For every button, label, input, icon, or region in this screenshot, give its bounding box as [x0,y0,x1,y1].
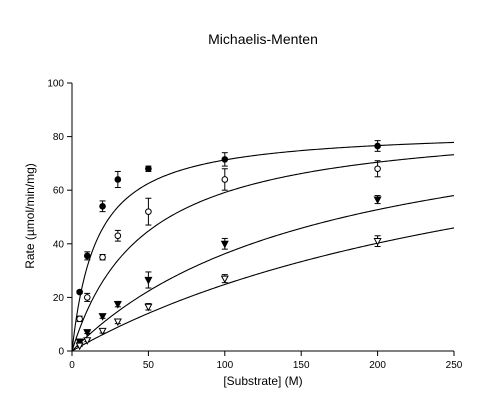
data-point [99,253,106,261]
x-tick-label: 250 [446,360,463,371]
marker-filled-triangle-down [220,240,229,249]
marker-open-triangle-down [144,303,153,312]
fit-curve-4 [71,227,455,352]
marker-open-triangle-down [83,337,92,345]
marker-filled-triangle-down [144,276,153,285]
data-point [373,195,382,205]
marker-filled-triangle-down [373,196,382,205]
marker-open-circle [374,165,381,173]
y-tick-label: 80 [53,132,65,143]
data-point [83,251,91,261]
data-point [113,300,122,309]
data-point [221,152,229,167]
data-point [144,271,153,289]
marker-filled-triangle-down [83,329,92,337]
data-point [83,292,91,302]
marker-open-triangle-down [98,327,107,336]
y-tick-label: 20 [53,293,65,304]
data-point [113,318,122,327]
marker-filled-circle [83,252,91,260]
marker-open-circle [221,176,229,183]
marker-open-triangle-down [113,318,122,327]
data-point [114,229,122,242]
x-axis-label: [Substrate] (M) [223,374,302,388]
marker-filled-circle [76,288,83,296]
data-point [83,329,92,337]
data-point [75,342,84,351]
data-point [114,170,122,189]
marker-filled-circle [221,156,229,163]
marker-filled-triangle-down [75,338,84,347]
marker-open-circle [145,208,152,215]
data-point [221,168,229,191]
marker-open-triangle-down [220,275,229,284]
fit-curve-3 [71,195,455,352]
x-tick-label: 150 [293,360,310,371]
marker-filled-circle [145,165,152,173]
x-tick-label: 50 [143,360,155,371]
data-point [76,288,83,296]
data-point [373,235,382,247]
data-point [220,237,229,250]
data-point [145,197,152,226]
data-point [98,327,107,336]
fit-curve-1 [71,141,455,352]
chart-ticks: 0 50 100 150 200 250 0 20 40 60 80 100 [47,79,462,372]
marker-open-triangle-down [75,342,84,351]
data-point [374,160,381,178]
x-tick-label: 200 [369,360,386,371]
y-tick-label: 0 [58,347,64,358]
data-point [76,315,83,323]
y-axis-label: Rate (µmol/min/mg) [23,163,37,269]
fit-curves [71,141,455,352]
fit-curve-2 [71,154,455,352]
data-point [220,274,229,284]
marker-open-triangle-down [373,238,382,246]
marker-filled-triangle-down [98,313,107,321]
chart-axes [71,83,454,352]
data-point [144,303,153,312]
x-tick-label: 0 [69,360,75,371]
data-point [99,200,106,213]
y-tick-label: 60 [53,186,65,197]
data-point [98,313,107,321]
data-point [374,140,381,152]
marker-open-circle [76,315,83,323]
data-point [145,165,152,173]
marker-filled-circle [99,202,106,210]
marker-filled-triangle-down [113,301,122,309]
data-point [75,338,84,347]
marker-open-circle [114,232,122,240]
chart-title: Michaelis-Menten [208,31,318,47]
y-tick-label: 40 [53,239,65,250]
x-tick-label: 100 [216,360,233,371]
marker-open-circle [83,294,91,301]
data-point [83,337,92,345]
data-points [75,140,382,351]
y-tick-label: 100 [47,79,64,90]
marker-filled-circle [374,142,381,150]
marker-filled-circle [114,176,122,183]
marker-open-circle [99,253,106,261]
